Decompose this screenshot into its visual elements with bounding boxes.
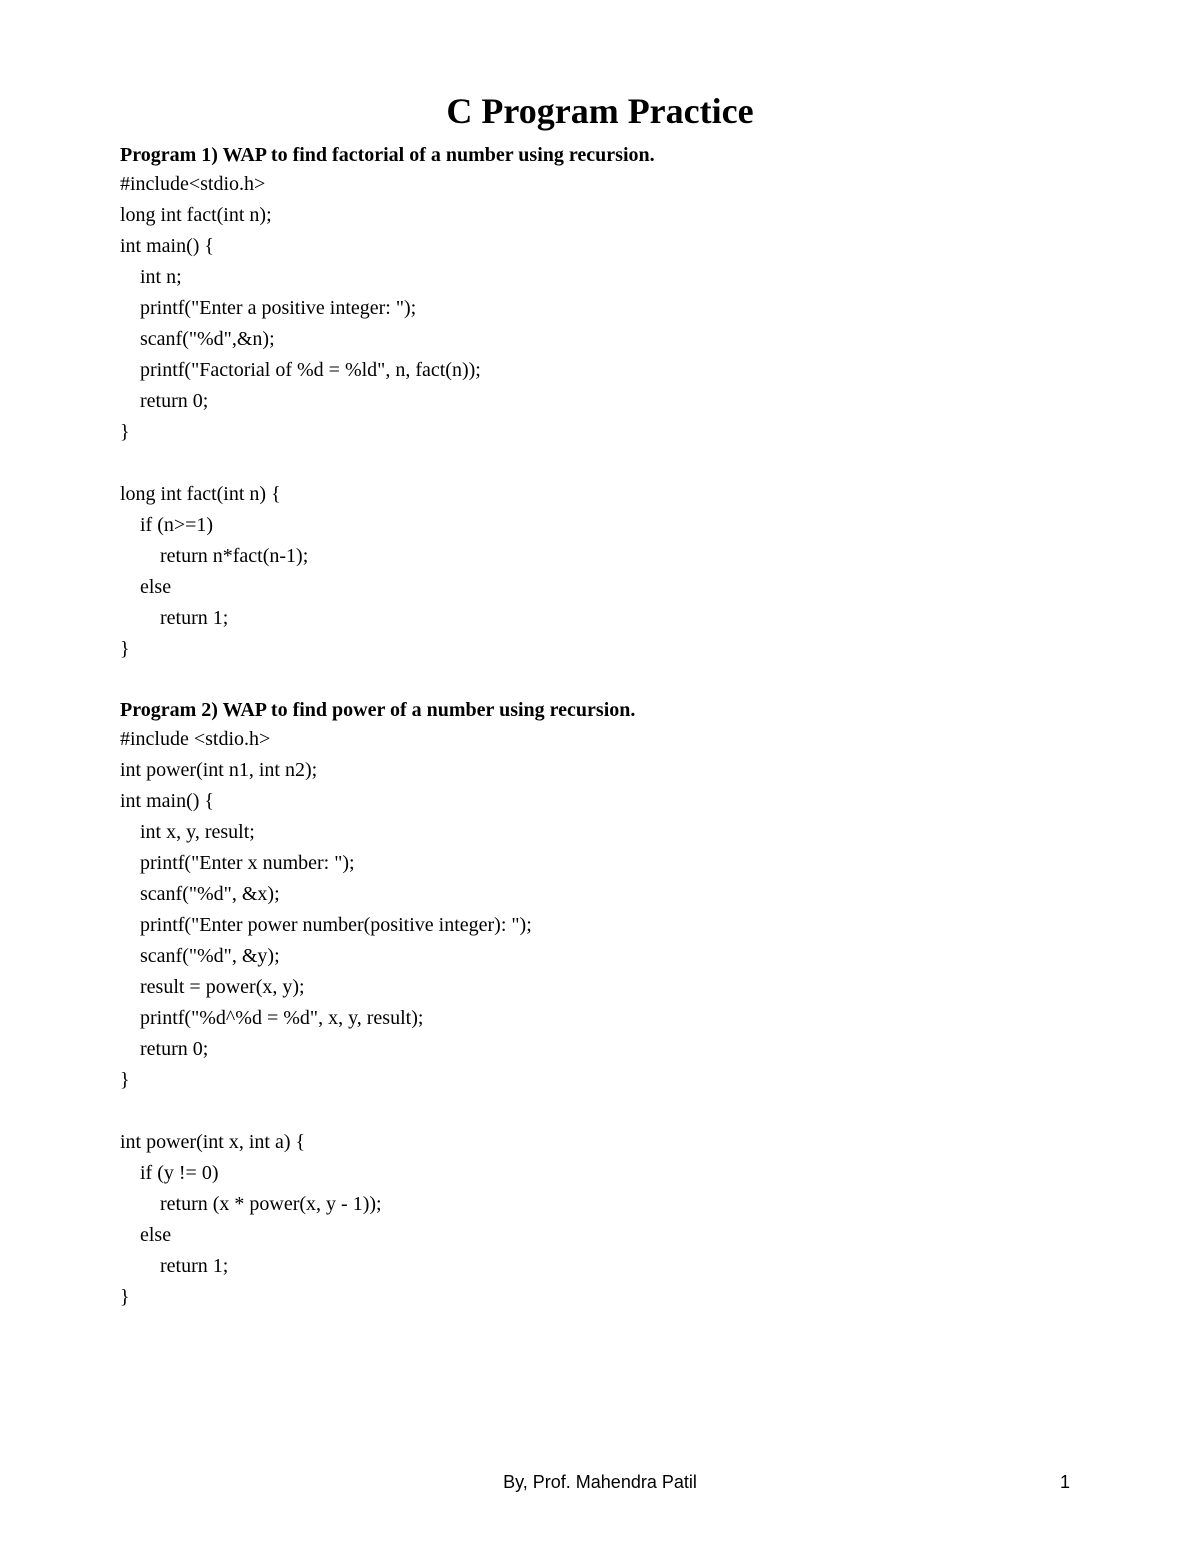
page-number: 1: [1060, 1472, 1070, 1493]
document-title: C Program Practice: [120, 90, 1080, 132]
program-2-code: #include <stdio.h> int power(int n1, int…: [120, 724, 1080, 1313]
program-2-heading: Program 2) WAP to find power of a number…: [120, 699, 1080, 722]
program-1-heading: Program 1) WAP to find factorial of a nu…: [120, 144, 1080, 167]
footer-author: By, Prof. Mahendra Patil: [0, 1472, 1200, 1493]
program-1-code: #include<stdio.h> long int fact(int n); …: [120, 169, 1080, 665]
section-gap: [120, 665, 1080, 695]
program-2-section: Program 2) WAP to find power of a number…: [120, 699, 1080, 1313]
program-1-section: Program 1) WAP to find factorial of a nu…: [120, 144, 1080, 665]
